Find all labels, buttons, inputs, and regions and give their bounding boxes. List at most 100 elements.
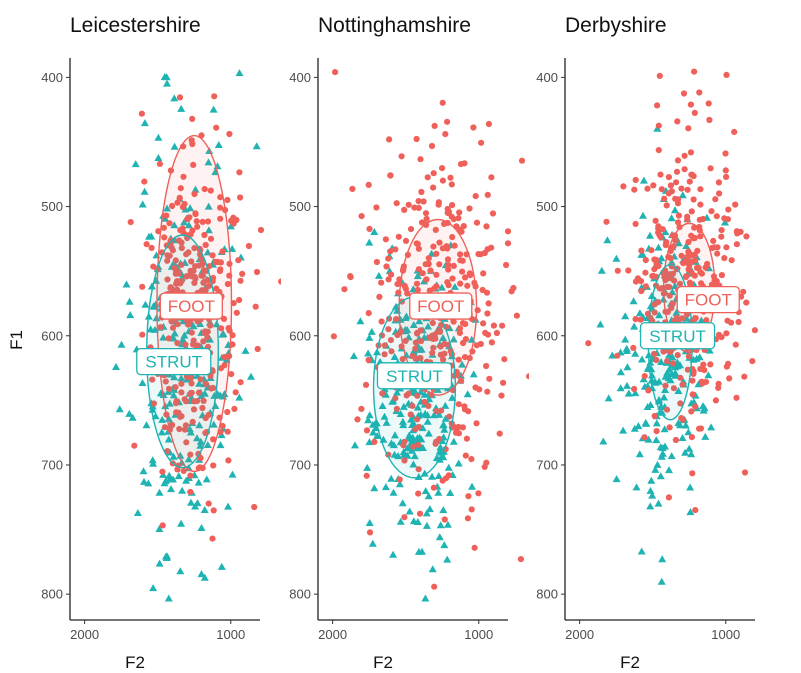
foot-point [672,436,680,444]
foot-point [183,373,191,380]
strut-point [421,594,430,602]
foot-point [450,262,457,269]
strut-point [140,477,148,485]
foot-point [149,376,156,383]
foot-point [349,185,356,192]
foot-point [493,329,500,337]
foot-point [199,272,206,279]
foot-point [183,439,190,446]
foot-point [394,281,401,288]
strut-point [599,437,608,445]
foot-point [675,219,682,226]
strut-point [200,389,209,397]
strut-point [415,345,424,353]
foot-point [700,215,707,223]
panel-title: Derbyshire [565,14,667,37]
foot-point [358,405,365,412]
foot-point [245,242,252,250]
strut-point [138,379,147,386]
strut-point [676,421,684,429]
strut-point [389,441,398,449]
foot-point [387,172,394,179]
strut-point [667,214,676,222]
foot-point [718,334,725,341]
foot-point [418,188,425,196]
foot-point [614,352,621,359]
foot-point [485,120,492,128]
strut-point [115,405,124,413]
foot-point [436,261,443,268]
foot-point [435,199,442,206]
strut-point [169,334,178,342]
x-tick-label: 1000 [711,627,740,642]
strut-point [646,231,654,239]
svg-text:FOOT: FOOT [417,297,464,316]
strut-point [646,502,655,510]
foot-point [674,157,682,164]
foot-point [697,269,704,276]
foot-point [204,328,211,335]
strut-point [235,69,244,77]
foot-point [462,336,469,343]
foot-point [230,220,237,227]
foot-point [393,316,400,323]
strut-point [200,573,209,581]
foot-point [224,196,231,204]
foot-point [385,276,392,283]
strut-point [388,397,397,405]
foot-point [376,293,383,300]
strut-point [667,258,676,266]
y-tick-label: 800 [41,587,63,602]
foot-point [697,186,704,193]
foot-point [650,182,657,189]
foot-point [382,236,389,243]
foot-point [667,182,675,189]
foot-point [225,325,232,332]
foot-point [189,115,196,122]
foot-point [723,330,730,337]
strut-point [658,408,667,416]
foot-point [381,351,388,358]
foot-point [205,500,212,507]
foot-point [415,466,422,473]
foot-point [625,267,632,274]
foot-point [547,352,553,358]
foot-point [663,406,671,413]
foot-point [655,122,662,129]
strut-point [648,491,657,499]
strut-point [126,311,135,319]
strut-point [169,475,177,483]
strut-point [468,482,476,490]
foot-point [631,186,638,193]
foot-point [439,245,446,252]
strut-point [191,185,200,193]
strut-point [349,352,358,360]
foot-point [614,267,621,274]
strut-point [637,547,646,555]
strut-point [370,228,379,235]
foot-point [645,387,652,394]
foot-point [679,315,686,322]
strut-point [612,475,621,483]
foot-point [172,267,180,274]
foot-point [718,233,725,240]
strut-point [469,370,478,378]
strut-point [681,448,690,456]
foot-point [446,413,453,420]
foot-point [449,202,456,209]
strut-point [398,417,407,425]
foot-point [638,288,645,295]
strut-point [687,450,696,458]
strut-point [170,373,179,381]
foot-point [673,168,681,175]
foot-point [385,255,392,262]
strut-point [449,335,458,343]
scatter-points [112,69,281,602]
strut-point [147,282,156,290]
foot-point [697,425,705,432]
foot-point [412,345,419,352]
foot-point [498,392,505,399]
foot-point [460,223,467,230]
foot-point [488,174,495,181]
foot-point [642,269,649,276]
